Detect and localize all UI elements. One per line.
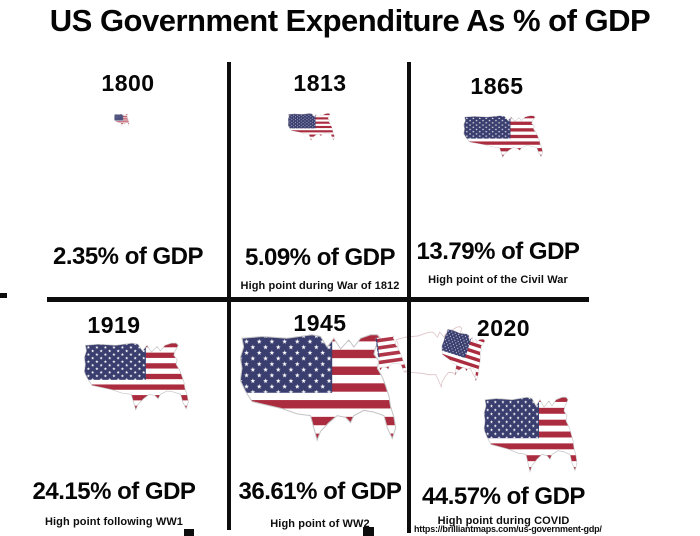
gdp-percentage: 36.61% of GDP	[238, 478, 402, 505]
divider-horizontal	[47, 297, 589, 302]
panel-1919: 1919 24.15% of GDP High point following …	[0, 303, 228, 536]
year-label: 1865	[470, 73, 524, 99]
panel-1865: 1865 13.79% of GDP High point of the Civ…	[412, 62, 595, 297]
crop-mark	[184, 529, 194, 536]
year-label: 1813	[293, 70, 347, 96]
year-label: 1800	[101, 70, 155, 96]
gdp-percentage: 2.35% of GDP	[52, 243, 204, 270]
caption: High point of the Civil War	[428, 274, 568, 286]
year-label: 1945	[293, 310, 347, 336]
us-flag-map-icon	[462, 115, 547, 158]
us-flag-map-icon	[287, 113, 337, 141]
us-flag-map-icon	[114, 114, 130, 126]
year-label: 1919	[87, 312, 141, 338]
source-url: https://brilliantmaps.com/us-government-…	[414, 524, 602, 534]
gdp-percentage: 44.57% of GDP	[422, 483, 585, 510]
caption: High point of WW2	[270, 518, 370, 530]
us-flag-map-icon	[82, 342, 194, 411]
gdp-percentage: 5.09% of GDP	[244, 244, 396, 271]
us-flag-map-icon	[482, 396, 582, 473]
panel-2020: 2020 44.57% of GDP High point during COV…	[394, 303, 602, 536]
caption: High point during COVID	[437, 515, 570, 527]
page-title: US Government Expenditure As % of GDP	[49, 3, 651, 38]
stripes-fragment-icon	[375, 334, 406, 375]
crop-mark	[363, 527, 374, 536]
panel-1813: 1813 5.09% of GDP High point during War …	[232, 62, 408, 297]
gdp-percentage: 24.15% of GDP	[32, 478, 196, 505]
panel-1800: 1800 2.35% of GDP	[0, 62, 228, 297]
caption: High point following WW1	[44, 516, 184, 528]
year-label: 2020	[476, 315, 531, 341]
panel-1945: 1945 36.61% of GDP High point of WW2	[232, 303, 408, 536]
caption: High point during War of 1812	[240, 280, 400, 292]
edge-tick-left	[0, 293, 7, 298]
gdp-percentage: 13.79% of GDP	[416, 238, 580, 265]
divider-vertical-left	[227, 62, 231, 530]
